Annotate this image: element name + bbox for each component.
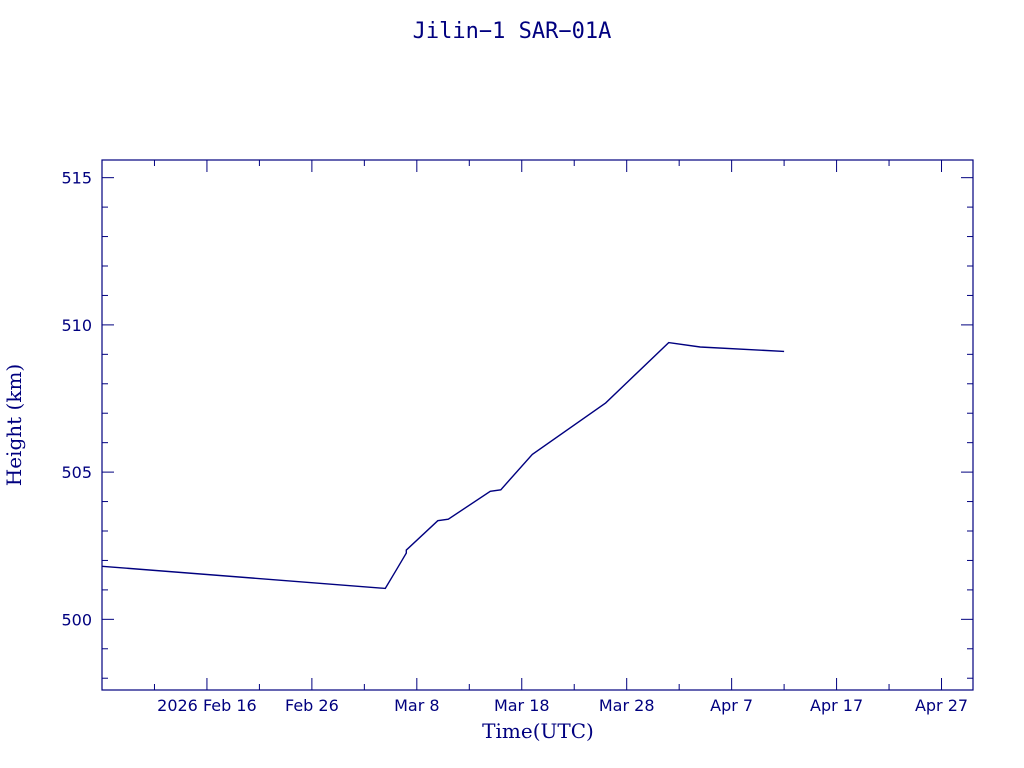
chart-title: Jilin−1 SAR−01A bbox=[413, 19, 612, 44]
y-tick-label: 510 bbox=[61, 316, 92, 335]
series-line bbox=[101, 341, 785, 590]
axis-ticks bbox=[101, 160, 973, 690]
y-tick-label: 505 bbox=[61, 463, 92, 482]
x-axis-label: Time(UTC) bbox=[482, 719, 594, 743]
x-tick-label: 2026 Feb 16 bbox=[157, 696, 257, 715]
x-tick-label: Mar 28 bbox=[599, 696, 655, 715]
x-tick-label: Mar 8 bbox=[394, 696, 439, 715]
x-tick-label: Mar 18 bbox=[494, 696, 550, 715]
x-tick-label: Apr 7 bbox=[710, 696, 753, 715]
y-axis-label: Height (km) bbox=[2, 364, 26, 486]
x-tick-labels: 2026 Feb 16 Feb 26 Mar 8 Mar 18 Mar 28 Apr 7 A… bbox=[157, 696, 968, 715]
y-tick-label: 515 bbox=[61, 169, 92, 188]
x-tick-label: Apr 17 bbox=[810, 696, 863, 715]
y-tick-labels: 500 505 510 515 bbox=[61, 169, 92, 630]
plot-frame bbox=[101, 159, 974, 691]
x-tick-label: Apr 27 bbox=[915, 696, 968, 715]
x-tick-label: Feb 26 bbox=[285, 696, 339, 715]
y-tick-label: 500 bbox=[61, 610, 92, 629]
